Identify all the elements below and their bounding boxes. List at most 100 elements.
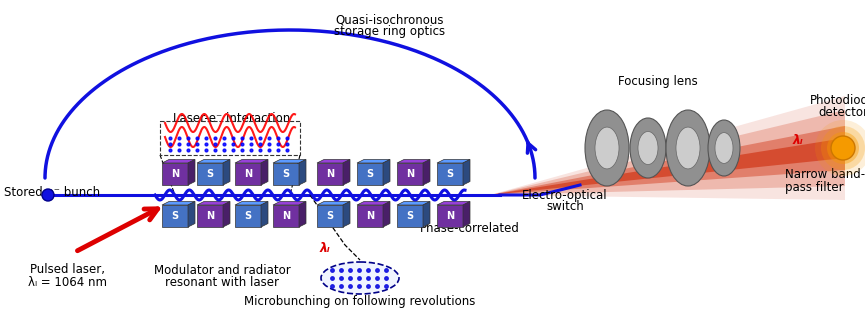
Text: Narrow band-: Narrow band- (785, 169, 865, 181)
Text: N: N (326, 169, 334, 179)
Polygon shape (397, 163, 423, 185)
Ellipse shape (666, 110, 710, 186)
Polygon shape (317, 159, 350, 163)
Polygon shape (397, 202, 430, 205)
Text: N: N (446, 211, 454, 221)
Polygon shape (397, 205, 423, 227)
Text: S: S (207, 169, 214, 179)
Ellipse shape (630, 118, 666, 178)
Text: N: N (406, 169, 414, 179)
Circle shape (831, 136, 855, 160)
Circle shape (815, 120, 865, 176)
Polygon shape (423, 159, 430, 185)
Text: switch: switch (546, 201, 584, 213)
Polygon shape (197, 205, 223, 227)
Polygon shape (490, 126, 845, 195)
Text: S: S (367, 169, 374, 179)
Ellipse shape (638, 132, 658, 164)
Polygon shape (343, 159, 350, 185)
Polygon shape (437, 159, 470, 163)
Polygon shape (273, 205, 299, 227)
Polygon shape (162, 205, 188, 227)
Polygon shape (383, 202, 390, 227)
Polygon shape (162, 163, 188, 185)
Text: Focusing lens: Focusing lens (618, 76, 698, 89)
Polygon shape (437, 163, 463, 185)
Polygon shape (197, 202, 230, 205)
Polygon shape (490, 110, 845, 195)
Text: Quasi-isochronous: Quasi-isochronous (336, 13, 445, 27)
Polygon shape (463, 159, 470, 185)
Text: Phase-correlated: Phase-correlated (420, 221, 520, 235)
Polygon shape (299, 159, 306, 185)
Text: S: S (283, 169, 290, 179)
Text: detector: detector (818, 106, 865, 118)
Circle shape (827, 132, 859, 164)
Text: S: S (407, 211, 413, 221)
Ellipse shape (708, 120, 740, 176)
Polygon shape (273, 202, 306, 205)
Polygon shape (317, 163, 343, 185)
Polygon shape (299, 202, 306, 227)
Text: N: N (206, 211, 214, 221)
Polygon shape (197, 159, 230, 163)
Polygon shape (223, 159, 230, 185)
Text: Electro-optical: Electro-optical (522, 188, 608, 202)
Polygon shape (188, 202, 195, 227)
Polygon shape (343, 202, 350, 227)
Text: S: S (171, 211, 178, 221)
Polygon shape (317, 205, 343, 227)
Ellipse shape (715, 132, 733, 164)
Circle shape (821, 126, 865, 170)
Polygon shape (197, 163, 223, 185)
Text: S: S (245, 211, 252, 221)
Polygon shape (223, 202, 230, 227)
Polygon shape (490, 138, 845, 195)
Polygon shape (261, 202, 268, 227)
Polygon shape (261, 159, 268, 185)
Polygon shape (162, 159, 195, 163)
Polygon shape (437, 205, 463, 227)
Text: N: N (244, 169, 252, 179)
Text: Modulator and radiator: Modulator and radiator (154, 263, 291, 276)
Polygon shape (357, 205, 383, 227)
Ellipse shape (585, 110, 629, 186)
Text: S: S (326, 211, 334, 221)
Text: N: N (366, 211, 374, 221)
Polygon shape (490, 96, 845, 200)
Text: N: N (282, 211, 290, 221)
Polygon shape (235, 159, 268, 163)
Text: N: N (171, 169, 179, 179)
Text: Photodiode: Photodiode (810, 93, 865, 107)
Polygon shape (357, 202, 390, 205)
Circle shape (42, 189, 54, 201)
Ellipse shape (321, 262, 399, 294)
Polygon shape (235, 202, 268, 205)
Ellipse shape (676, 127, 700, 169)
Text: Microbunching on following revolutions: Microbunching on following revolutions (244, 295, 476, 308)
Ellipse shape (595, 127, 619, 169)
Polygon shape (423, 202, 430, 227)
Polygon shape (188, 159, 195, 185)
Polygon shape (397, 159, 430, 163)
Text: Laser-e⁻ interaction: Laser-e⁻ interaction (173, 111, 291, 124)
Polygon shape (463, 202, 470, 227)
Text: λₗ: λₗ (792, 133, 804, 147)
Polygon shape (273, 159, 306, 163)
Text: S: S (446, 169, 453, 179)
Polygon shape (357, 159, 390, 163)
Text: Stored e⁻ bunch: Stored e⁻ bunch (4, 186, 100, 198)
Polygon shape (317, 202, 350, 205)
Text: pass filter: pass filter (785, 180, 843, 194)
Polygon shape (383, 159, 390, 185)
Polygon shape (357, 163, 383, 185)
Polygon shape (235, 163, 261, 185)
Polygon shape (273, 163, 299, 185)
Polygon shape (235, 205, 261, 227)
Text: λₗ = 1064 nm: λₗ = 1064 nm (29, 276, 107, 289)
Text: Pulsed laser,: Pulsed laser, (30, 263, 106, 276)
Polygon shape (437, 202, 470, 205)
Text: λₗ: λₗ (320, 242, 330, 254)
Text: storage ring optics: storage ring optics (335, 26, 445, 38)
Text: resonant with laser: resonant with laser (165, 276, 279, 289)
